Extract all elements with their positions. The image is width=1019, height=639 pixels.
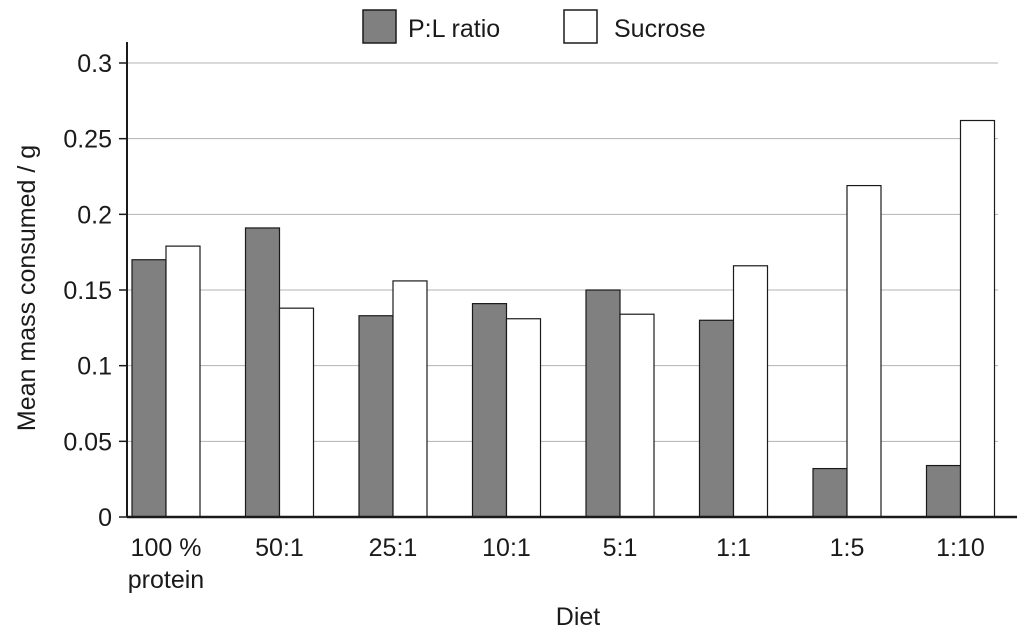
x-tick-label: 1:5 — [830, 534, 865, 562]
y-tick-label: 0.25 — [63, 126, 112, 154]
bar-sucrose — [846, 184, 882, 518]
legend-swatch — [362, 9, 397, 44]
bar-pl-ratio — [131, 259, 167, 518]
y-axis-title: Mean mass consumed / g — [13, 145, 41, 431]
bar-sucrose — [278, 307, 315, 518]
bar-sucrose — [505, 318, 542, 518]
y-tick-label: 0 — [98, 504, 112, 532]
x-tick-label: 50:1 — [255, 534, 304, 562]
bar-sucrose — [619, 313, 655, 518]
y-tick-label: 0.3 — [77, 50, 112, 78]
y-tick-labels: 0 0.05 0.1 0.15 0.2 0.25 0.3 — [63, 50, 112, 532]
axes — [119, 42, 1017, 519]
legend-swatch — [563, 9, 598, 44]
bar-sucrose — [165, 245, 201, 518]
bar-pl-ratio — [698, 319, 735, 518]
x-tick-label: 100 % — [131, 534, 202, 562]
y-tick-label: 0.05 — [63, 428, 112, 456]
bar-sucrose — [392, 280, 428, 518]
bar-pl-ratio — [812, 467, 848, 518]
x-tick-label: 10:1 — [482, 534, 531, 562]
bar-pl-ratio — [244, 227, 281, 518]
x-tick-label: 1:1 — [716, 534, 751, 562]
bar-pl-ratio — [471, 303, 508, 518]
x-tick-label: 1:10 — [936, 534, 985, 562]
y-tick-label: 0.1 — [77, 353, 112, 381]
x-tick-labels: 100 % protein 50:1 25:1 10:1 5:1 1:1 1:5 1:10 — [128, 534, 985, 594]
x-tick-label: 5:1 — [603, 534, 638, 562]
bar-sucrose — [732, 265, 769, 518]
y-tick-label: 0.2 — [77, 201, 112, 229]
bar-sucrose — [959, 119, 996, 518]
x-tick-label: 25:1 — [369, 534, 418, 562]
legend-label: P:L ratio — [408, 15, 500, 43]
x-axis-title: Diet — [556, 603, 601, 631]
bar-pl-ratio — [585, 289, 621, 518]
y-tick-label: 0.15 — [63, 277, 112, 305]
legend: P:L ratio Sucrose — [362, 9, 706, 44]
x-tick-label: protein — [128, 566, 204, 594]
bar-pl-ratio — [925, 464, 962, 518]
legend-label: Sucrose — [614, 15, 706, 43]
bars-group — [131, 119, 996, 518]
bar-pl-ratio — [358, 315, 394, 518]
